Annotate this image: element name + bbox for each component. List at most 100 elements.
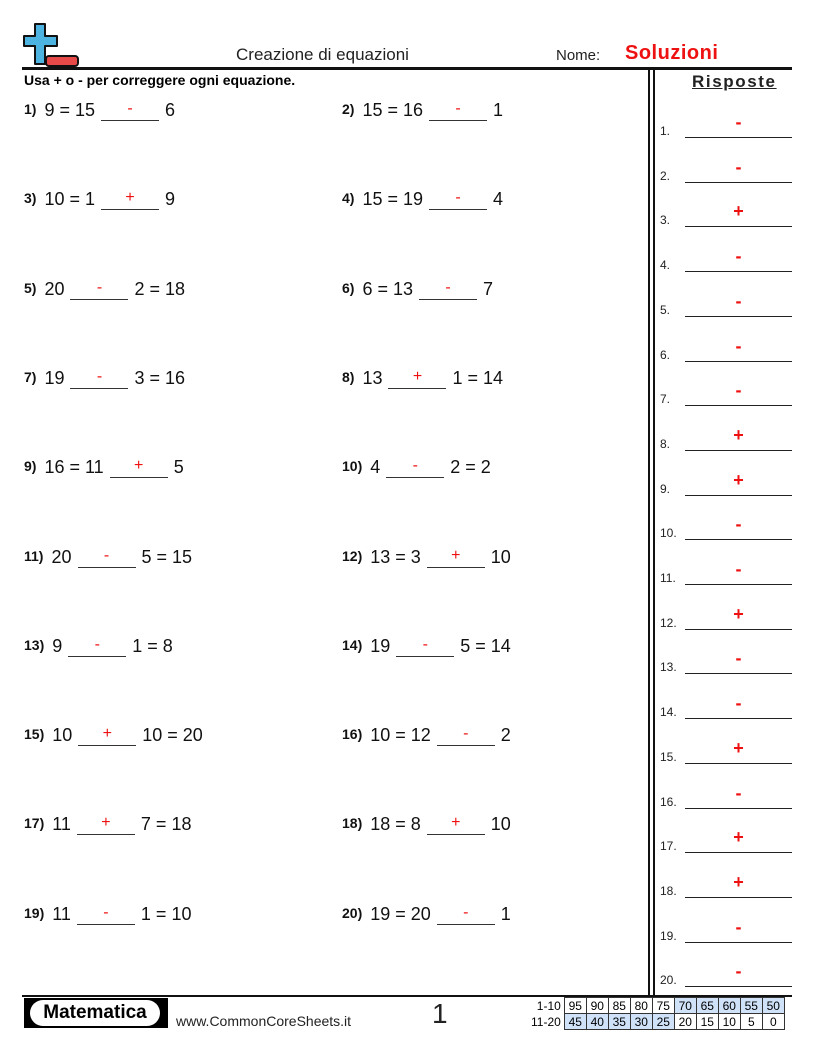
answer-row: 19. - — [660, 918, 792, 943]
problem-number: 11) — [24, 547, 44, 564]
answer-blank[interactable]: - — [419, 279, 477, 300]
answer-value: + — [685, 739, 792, 764]
answer-blank[interactable]: + — [76, 814, 135, 836]
answer-value: - — [685, 918, 792, 943]
answer-blank[interactable]: + — [388, 368, 447, 389]
answer-number: 8. — [660, 436, 671, 451]
answer-blank[interactable]: - — [101, 100, 159, 121]
answer-value: - — [685, 649, 792, 675]
answer-blank[interactable]: - — [436, 725, 495, 747]
answer-number: 9. — [660, 481, 671, 496]
problem-number: 17) — [24, 815, 45, 832]
answer-row: 2. - — [660, 158, 792, 183]
problem-item: 19) 11-1 = 10 — [24, 904, 191, 925]
problem-number: 3) — [24, 190, 37, 207]
answer-number: 17. — [660, 839, 677, 854]
problem-right: 5 — [173, 457, 184, 478]
header-rule — [22, 67, 792, 70]
score-table: 1-10 95 90 85 80 75 70 65 60 55 50 11-20 45 40 35 30 25… — [528, 997, 785, 1030]
score-cell: 85 — [607, 997, 631, 1014]
problem-right: 2 = 18 — [134, 278, 186, 299]
name-label: Nome: — [556, 47, 601, 64]
answer-row: 16. - — [660, 784, 792, 809]
problem-item: 16) 10 = 12-2 — [342, 725, 511, 747]
answer-blank[interactable]: - — [429, 100, 488, 121]
footer-rule — [22, 995, 792, 997]
problem-right: 1 — [500, 903, 511, 924]
problem-item: 20) 19 = 20-1 — [342, 904, 511, 925]
answer-blank[interactable]: + — [426, 547, 485, 568]
answer-value: - — [685, 560, 792, 585]
problem-number: 19) — [24, 904, 45, 921]
problem-number: 16) — [342, 726, 363, 743]
problem-number: 2) — [342, 101, 355, 117]
answer-number: 19. — [660, 928, 677, 943]
problem-left: 15 = 19 — [362, 189, 424, 210]
problem-number: 12) — [342, 547, 363, 564]
score-cell: 20 — [673, 1013, 697, 1030]
answer-blank[interactable]: + — [109, 457, 168, 479]
score-cell: 75 — [651, 997, 675, 1014]
answer-number: 6. — [660, 347, 671, 362]
problem-item: 8) 13 +1 = 14 — [342, 368, 503, 389]
answer-number: 5. — [660, 302, 671, 317]
problem-left: 9 = 15 — [44, 100, 95, 120]
answer-blank[interactable]: - — [436, 904, 495, 925]
score-cell: 5 — [739, 1013, 763, 1030]
score-cell: 35 — [607, 1013, 631, 1030]
score-cell: 90 — [585, 997, 609, 1014]
problem-left: 15 = 16 — [362, 100, 424, 120]
answer-number: 10. — [660, 526, 677, 541]
problem-right: 7 — [483, 278, 494, 299]
answer-row: 20. - — [660, 962, 792, 988]
answer-blank[interactable]: - — [68, 636, 127, 657]
answer-blank[interactable]: - — [70, 279, 129, 300]
answer-value: - — [685, 694, 792, 720]
answer-blank[interactable]: - — [70, 368, 129, 389]
answer-blank[interactable]: - — [386, 457, 445, 479]
score-cell: 55 — [739, 997, 763, 1014]
answer-row: 4. - — [660, 247, 792, 273]
answer-blank[interactable]: - — [76, 904, 135, 925]
problem-right: 1 = 10 — [140, 903, 192, 924]
answer-number: 3. — [660, 213, 671, 228]
problem-number: 14) — [342, 636, 363, 653]
answer-blank[interactable]: + — [426, 814, 485, 836]
problem-left: 18 = 8 — [370, 814, 421, 835]
brand-label: Matematica — [30, 1000, 160, 1026]
problem-number: 10) — [342, 458, 363, 475]
answer-blank[interactable]: - — [429, 189, 488, 211]
problem-item: 13) 9-1 = 8 — [24, 636, 173, 657]
problem-left: 16 = 11 — [44, 457, 104, 478]
answer-value: + — [685, 605, 792, 630]
problem-left: 13 — [362, 367, 383, 388]
answer-value: + — [685, 828, 792, 854]
answer-value: + — [685, 471, 792, 496]
problem-left: 10 = 12 — [370, 725, 431, 746]
answer-value: - — [685, 247, 792, 273]
score-cell: 40 — [585, 1013, 609, 1030]
worksheet-title: Creazione di equazioni — [236, 45, 409, 64]
answer-value: + — [685, 873, 792, 898]
answer-blank[interactable]: - — [77, 547, 136, 568]
problem-left: 19 — [370, 635, 391, 656]
score-cell: 25 — [651, 1013, 675, 1030]
problem-item: 9) 16 = 11 +5 — [24, 457, 184, 479]
score-cell: 60 — [717, 997, 741, 1014]
answer-value: + — [685, 202, 792, 228]
problem-left: 4 — [370, 457, 381, 478]
answer-blank[interactable]: + — [78, 725, 137, 747]
problem-right: 4 — [493, 189, 504, 210]
answer-row: 12. + — [660, 605, 792, 630]
answer-blank[interactable]: + — [101, 189, 159, 211]
problem-number: 4) — [342, 190, 355, 207]
problem-item: 3) 10 = 1 +9 — [24, 189, 175, 211]
answer-blank[interactable]: - — [396, 636, 455, 657]
problem-left: 10 = 1 — [44, 189, 95, 210]
score-cell: 0 — [761, 1013, 785, 1030]
answer-number: 16. — [660, 794, 677, 809]
problem-item: 14) 19-5 = 14 — [342, 636, 511, 657]
answer-row: 11. - — [660, 560, 792, 585]
answer-row: 14. - — [660, 694, 792, 720]
problem-number: 18) — [342, 815, 363, 832]
